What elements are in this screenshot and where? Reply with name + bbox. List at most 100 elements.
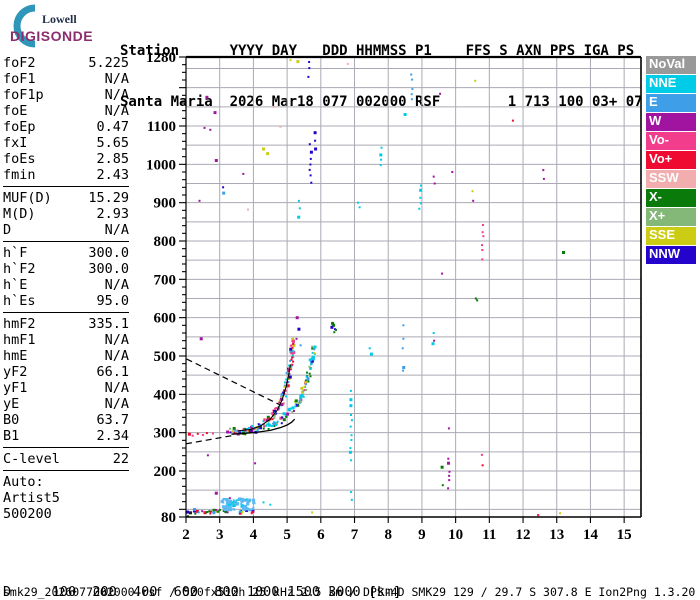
- param-row: D N/A: [3, 222, 129, 238]
- param-value: 15.29: [88, 190, 129, 206]
- param-value: N/A: [104, 277, 129, 293]
- svg-text:8: 8: [384, 527, 392, 543]
- parameter-panel: foF2 5.225 foF1 N/A foF1p N/A foE N/A foEp 0.47 fx…: [3, 55, 129, 522]
- legend-item-sse: SSE: [646, 227, 696, 245]
- legend-item-x-: X-: [646, 189, 696, 207]
- param-value: 95.0: [96, 293, 129, 309]
- param-value: 2.34: [96, 428, 129, 444]
- param-label: hmE: [3, 348, 28, 364]
- param-label: M(D): [3, 206, 36, 222]
- param-value: N/A: [104, 222, 129, 238]
- legend-item-x+: X+: [646, 208, 696, 226]
- legend: NoVal NNE E W Vo- Vo+ SSW X- X+ SSE NNW: [646, 56, 696, 265]
- param-row: hmF2 335.1: [3, 316, 129, 332]
- param-row: h`Es 95.0: [3, 293, 129, 309]
- svg-text:200: 200: [154, 464, 177, 480]
- legend-item-e: E: [646, 94, 696, 112]
- svg-text:15: 15: [617, 527, 632, 543]
- divider: [3, 241, 129, 242]
- param-label: h`Es: [3, 293, 36, 309]
- param-label: hmF2: [3, 316, 36, 332]
- param-value: 300.0: [88, 261, 129, 277]
- d-row: D 100 200 400 600 800 1000 1500 3000 [km…: [3, 584, 402, 600]
- svg-text:1000: 1000: [146, 157, 176, 173]
- logo-lowell-text: Lowell: [42, 12, 77, 26]
- svg-text:7: 7: [351, 527, 359, 543]
- param-label: foF1p: [3, 87, 44, 103]
- param-label: h`F: [3, 245, 28, 261]
- param-value: 5.65: [96, 135, 129, 151]
- divider: [3, 312, 129, 313]
- param-row: foF2 5.225: [3, 55, 129, 71]
- svg-text:4: 4: [250, 527, 258, 543]
- header-values-row: Santa Maria 2026 Mar18 077 002000 RSF 1 …: [120, 94, 643, 110]
- svg-text:1280: 1280: [146, 50, 176, 66]
- svg-text:80: 80: [161, 510, 176, 526]
- param-label: C-level: [3, 451, 60, 467]
- svg-text:9: 9: [418, 527, 426, 543]
- param-value: 335.1: [88, 316, 129, 332]
- param-label: yF1: [3, 380, 28, 396]
- param-row: B0 63.7: [3, 412, 129, 428]
- param-value: 2.93: [96, 206, 129, 222]
- param-row: foEp 0.47: [3, 119, 129, 135]
- svg-text:14: 14: [583, 527, 599, 543]
- svg-text:6: 6: [317, 527, 325, 543]
- param-value: 22: [112, 451, 129, 467]
- param-row: h`E N/A: [3, 277, 129, 293]
- param-label: yE: [3, 396, 20, 412]
- svg-text:5: 5: [283, 527, 291, 543]
- param-value: N/A: [104, 380, 129, 396]
- param-label: MUF(D): [3, 190, 52, 206]
- param-value: 5.225: [88, 55, 129, 71]
- logo-crescent-icon: [13, 4, 36, 48]
- param-label: hmF1: [3, 332, 36, 348]
- param-row: foE N/A: [3, 103, 129, 119]
- status-line: smk29_2026077002000.rsf / 520fx512h 25 k…: [3, 585, 696, 599]
- param-value: 63.7: [96, 412, 129, 428]
- param-row: hmE N/A: [3, 348, 129, 364]
- param-row: foF1 N/A: [3, 71, 129, 87]
- svg-text:400: 400: [154, 387, 177, 403]
- legend-item-noval: NoVal: [646, 56, 696, 74]
- param-value: N/A: [104, 103, 129, 119]
- header-fields-row: Station YYYY DAY DDD HHMMSS P1 FFS S AXN…: [120, 43, 635, 59]
- svg-text:700: 700: [154, 272, 177, 288]
- svg-text:13: 13: [549, 527, 564, 543]
- ionogram-plot: 1280 1100 1000 900 800 700 600 500 400 300 200 80 2 3…: [130, 45, 645, 560]
- param-value: N/A: [104, 348, 129, 364]
- param-label: foEs: [3, 151, 36, 167]
- svg-text:2: 2: [182, 527, 190, 543]
- param-value: 2.85: [96, 151, 129, 167]
- svg-text:600: 600: [154, 311, 177, 327]
- param-label: Auto:: [3, 474, 44, 490]
- param-label: foEp: [3, 119, 36, 135]
- param-row: MUF(D) 15.29: [3, 190, 129, 206]
- svg-text:11: 11: [482, 527, 496, 543]
- param-value: 300.0: [88, 245, 129, 261]
- svg-text:10: 10: [448, 527, 463, 543]
- param-label: Artist5: [3, 490, 60, 506]
- param-row: Auto:: [3, 474, 129, 490]
- param-row: fxI 5.65: [3, 135, 129, 151]
- legend-item-w: W: [646, 113, 696, 131]
- svg-text:900: 900: [154, 196, 177, 212]
- digisonde-logo: Lowell DIGISONDE: [6, 4, 118, 48]
- param-row: M(D) 2.93: [3, 206, 129, 222]
- param-value: N/A: [104, 87, 129, 103]
- param-row: C-level 22: [3, 451, 129, 467]
- legend-item-nne: NNE: [646, 75, 696, 93]
- param-row: h`F 300.0: [3, 245, 129, 261]
- param-row: hmF1 N/A: [3, 332, 129, 348]
- param-row: h`F2 300.0: [3, 261, 129, 277]
- divider: [3, 186, 129, 187]
- svg-text:300: 300: [154, 426, 177, 442]
- legend-item-vo+: Vo+: [646, 151, 696, 169]
- divider: [3, 447, 129, 448]
- svg-text:12: 12: [516, 527, 531, 543]
- param-label: h`E: [3, 277, 28, 293]
- param-label: B1: [3, 428, 20, 444]
- param-value: N/A: [104, 332, 129, 348]
- param-label: h`F2: [3, 261, 36, 277]
